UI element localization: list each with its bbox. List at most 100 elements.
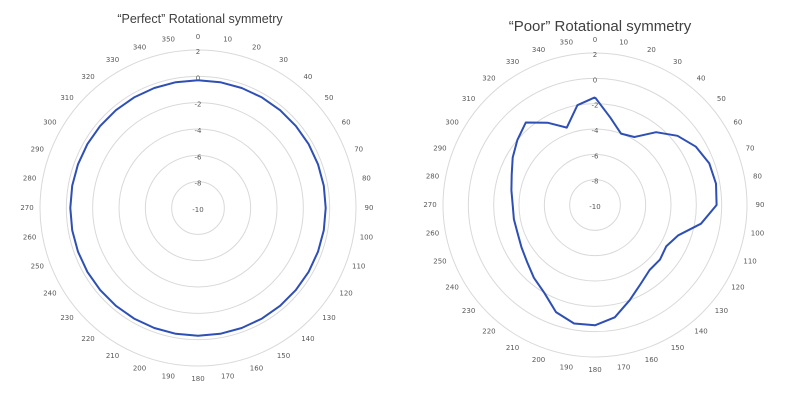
- angle-tick-label: 300: [43, 119, 56, 127]
- radial-tick-label: -6: [195, 153, 203, 161]
- angle-tick-label: 260: [426, 230, 439, 238]
- grid-ring: [467, 77, 723, 333]
- angle-tick-label: 270: [423, 201, 436, 209]
- radial-tick-label: -4: [195, 127, 203, 135]
- angle-tick-label: 10: [223, 36, 232, 44]
- angle-tick-label: 350: [162, 36, 175, 44]
- angle-tick-label: 80: [753, 172, 762, 180]
- radial-tick-label: -2: [195, 101, 202, 109]
- angle-tick-label: 220: [81, 335, 94, 343]
- angle-tick-label: 240: [445, 284, 458, 292]
- angle-tick-label: 30: [279, 56, 288, 64]
- radial-tick-label: 2: [196, 48, 200, 56]
- angle-tick-label: 340: [532, 46, 545, 54]
- angle-tick-label: 290: [433, 145, 446, 153]
- polar-chart: 20-2-4-6-8-100 10203040506070809010011012…: [423, 36, 765, 374]
- angle-tick-label: 110: [743, 257, 756, 265]
- series-line: [510, 96, 718, 327]
- angle-tick-label: 170: [617, 363, 630, 371]
- angle-tick-label: 150: [277, 352, 290, 360]
- angle-tick-label: 90: [365, 204, 374, 212]
- angle-tick-label: 40: [697, 75, 706, 83]
- radial-tick-label: 0: [196, 74, 200, 82]
- radial-tick-label: -6: [592, 152, 600, 160]
- angle-tick-label: 270: [20, 204, 33, 212]
- chart-perfect-symmetry: “Perfect” Rotational symmetry 2 0 -2 -4 -6 -8…: [20, 12, 374, 383]
- grid-ring: [171, 181, 225, 235]
- grid-ring: [543, 153, 647, 257]
- grid-ring: [65, 75, 331, 341]
- angle-tick-label: 320: [81, 73, 94, 81]
- polar-chart: 20-2-4-6-8-100 10203040506070809010011012…: [20, 33, 374, 383]
- radial-tick-label: -10: [589, 203, 600, 211]
- angle-tick-label: 110: [352, 262, 365, 270]
- grid-ring: [39, 49, 357, 367]
- angle-tick-label: 100: [751, 230, 764, 238]
- angle-tick-label: 300: [445, 119, 458, 127]
- angle-tick-label: 200: [532, 356, 545, 364]
- angle-tick-label: 280: [426, 172, 439, 180]
- angle-tick-label: 340: [133, 43, 146, 51]
- angle-tick-label: 70: [354, 146, 363, 154]
- angle-tick-label: 160: [250, 365, 263, 373]
- angle-tick-label: 20: [252, 43, 261, 51]
- angle-tick-label: 210: [106, 352, 119, 360]
- angle-tick-label: 0: [593, 36, 597, 44]
- angle-tick-label: 200: [133, 365, 146, 373]
- angle-tick-label: 320: [482, 75, 495, 83]
- grid-ring: [442, 52, 748, 358]
- angle-tick-label: 260: [23, 234, 36, 242]
- angle-tick-label: 80: [362, 174, 371, 182]
- series-line: [69, 79, 327, 337]
- angle-tick-label: 250: [31, 262, 44, 270]
- angle-tick-label: 210: [506, 344, 519, 352]
- angle-tick-label: 220: [482, 327, 495, 335]
- angle-tick-label: 0: [196, 33, 200, 41]
- angle-tick-label: 190: [560, 363, 573, 371]
- angle-tick-label: 120: [339, 290, 352, 298]
- angle-tick-label: 50: [325, 94, 334, 102]
- radial-tick-label: -10: [192, 206, 203, 214]
- angle-tick-label: 30: [673, 58, 682, 66]
- angle-tick-label: 50: [717, 95, 726, 103]
- angle-tick-label: 40: [303, 73, 312, 81]
- angle-tick-label: 310: [462, 95, 475, 103]
- radial-tick-label: 0: [593, 76, 597, 84]
- angle-tick-label: 240: [43, 290, 56, 298]
- angle-tick-label: 180: [588, 366, 601, 374]
- angle-tick-label: 190: [162, 372, 175, 380]
- angle-tick-label: 130: [322, 314, 335, 322]
- chart-poor-symmetry: “Poor” Rotational symmetry 2 0 -2 -4 -6 -8 -10…: [400, 0, 800, 400]
- angle-tick-label: 60: [342, 119, 351, 127]
- angle-tick-label: 10: [619, 39, 628, 47]
- angle-tick-label: 140: [694, 327, 707, 335]
- angle-tick-label: 230: [462, 307, 475, 315]
- angle-tick-label: 100: [360, 234, 373, 242]
- chart-title: “Poor” Rotational symmetry: [508, 18, 692, 35]
- angle-tick-label: 130: [715, 307, 728, 315]
- angle-tick-label: 180: [191, 375, 204, 383]
- grid-ring: [569, 179, 621, 231]
- angle-tick-label: 120: [731, 284, 744, 292]
- angle-tick-label: 350: [560, 39, 573, 47]
- chart-title: “Perfect” Rotational symmetry: [117, 12, 283, 26]
- angle-tick-label: 150: [671, 344, 684, 352]
- angle-tick-label: 140: [301, 335, 314, 343]
- angle-tick-label: 280: [23, 174, 36, 182]
- grid-ring: [518, 128, 672, 282]
- angle-tick-label: 310: [60, 94, 73, 102]
- angle-tick-label: 330: [106, 56, 119, 64]
- angle-tick-label: 160: [645, 356, 658, 364]
- angle-tick-label: 230: [60, 314, 73, 322]
- angle-tick-label: 60: [733, 119, 742, 127]
- grid-ring: [144, 154, 252, 262]
- radial-tick-label: -4: [592, 127, 600, 135]
- angle-tick-label: 90: [756, 201, 765, 209]
- grid-ring: [92, 102, 304, 314]
- radial-tick-label: -2: [592, 102, 599, 110]
- angle-tick-label: 290: [31, 146, 44, 154]
- grid-ring: [118, 128, 278, 288]
- angle-tick-label: 330: [506, 58, 519, 66]
- grid-ring: [493, 103, 697, 307]
- angle-tick-label: 250: [433, 257, 446, 265]
